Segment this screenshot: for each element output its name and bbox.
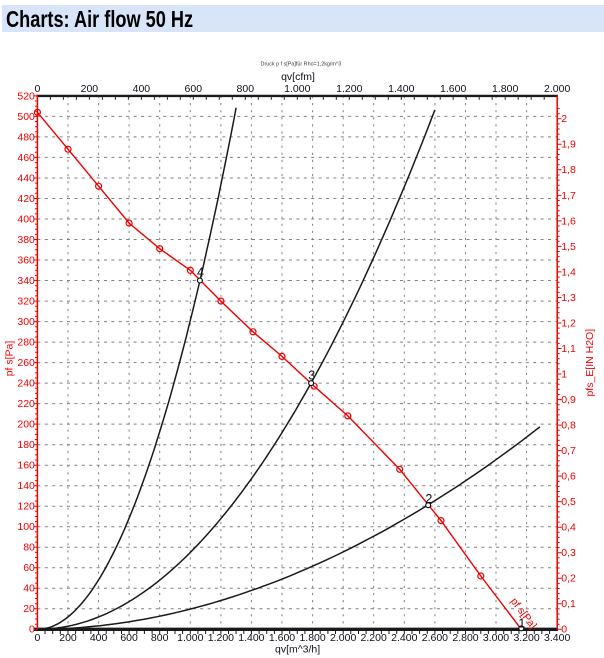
svg-text:3.200: 3.200	[513, 632, 539, 644]
svg-text:pf s[Pa]: pf s[Pa]	[4, 341, 16, 377]
svg-text:1,9: 1,9	[561, 139, 576, 151]
svg-text:180: 180	[17, 439, 35, 451]
svg-text:1,2: 1,2	[561, 317, 576, 329]
svg-text:3: 3	[308, 369, 315, 383]
svg-text:400: 400	[133, 83, 151, 95]
svg-text:460: 460	[17, 152, 35, 164]
svg-text:600: 600	[185, 83, 203, 95]
svg-text:600: 600	[120, 632, 138, 644]
svg-text:800: 800	[237, 83, 255, 95]
svg-text:0,3: 0,3	[561, 547, 576, 559]
svg-text:1.000: 1.000	[284, 83, 310, 95]
svg-text:1.400: 1.400	[238, 632, 264, 644]
svg-text:140: 140	[17, 480, 35, 492]
svg-text:0: 0	[34, 83, 40, 95]
svg-text:1.800: 1.800	[492, 83, 518, 95]
svg-text:4: 4	[197, 266, 204, 280]
svg-text:1: 1	[518, 616, 525, 630]
svg-text:1,1: 1,1	[561, 343, 576, 355]
svg-text:200: 200	[81, 83, 99, 95]
svg-text:380: 380	[17, 234, 35, 246]
svg-text:280: 280	[17, 337, 35, 349]
svg-text:1,3: 1,3	[561, 292, 576, 304]
svg-text:2.400: 2.400	[391, 632, 417, 644]
svg-text:240: 240	[17, 378, 35, 390]
svg-text:400: 400	[90, 632, 108, 644]
svg-text:0,4: 0,4	[561, 522, 576, 534]
svg-text:2.200: 2.200	[361, 632, 387, 644]
svg-text:3.400: 3.400	[544, 632, 570, 644]
svg-text:1.800: 1.800	[299, 632, 325, 644]
svg-text:400: 400	[17, 213, 35, 225]
svg-text:800: 800	[151, 632, 169, 644]
svg-text:qv[cfm]: qv[cfm]	[281, 71, 315, 83]
svg-text:0: 0	[561, 624, 567, 636]
svg-text:200: 200	[59, 632, 77, 644]
svg-text:80: 80	[23, 542, 35, 554]
svg-text:1,4: 1,4	[561, 266, 576, 278]
svg-text:360: 360	[17, 254, 35, 266]
svg-text:300: 300	[17, 316, 35, 328]
svg-text:0,1: 0,1	[561, 598, 576, 610]
svg-text:2.000: 2.000	[330, 632, 356, 644]
svg-text:500: 500	[17, 111, 35, 123]
svg-text:pfs_E[IN H2O]: pfs_E[IN H2O]	[584, 329, 596, 397]
svg-text:1.200: 1.200	[208, 632, 234, 644]
svg-text:480: 480	[17, 131, 35, 143]
svg-text:qv[m^3/h]: qv[m^3/h]	[275, 644, 320, 656]
svg-text:260: 260	[17, 357, 35, 369]
svg-text:0,9: 0,9	[561, 394, 576, 406]
svg-text:440: 440	[17, 172, 35, 184]
svg-text:1.000: 1.000	[177, 632, 203, 644]
svg-text:Druck p f s[Pa]für Rho=1,2kg/m: Druck p f s[Pa]für Rho=1,2kg/m^3	[261, 62, 342, 68]
svg-text:220: 220	[17, 398, 35, 410]
svg-text:2.600: 2.600	[422, 632, 448, 644]
svg-text:520: 520	[17, 90, 35, 102]
svg-text:1.600: 1.600	[440, 83, 466, 95]
svg-text:2: 2	[425, 492, 432, 506]
svg-text:40: 40	[23, 583, 35, 595]
svg-text:1,6: 1,6	[561, 215, 576, 227]
svg-text:340: 340	[17, 275, 35, 287]
svg-text:1,8: 1,8	[561, 164, 576, 176]
svg-text:1: 1	[561, 368, 567, 380]
svg-text:160: 160	[17, 460, 35, 472]
svg-text:1.400: 1.400	[388, 83, 414, 95]
svg-text:0: 0	[34, 632, 40, 644]
svg-text:60: 60	[23, 562, 35, 574]
svg-text:320: 320	[17, 296, 35, 308]
svg-text:2.000: 2.000	[544, 83, 570, 95]
svg-text:1,7: 1,7	[561, 190, 576, 202]
svg-text:100: 100	[17, 521, 35, 533]
svg-text:2: 2	[561, 113, 567, 125]
svg-text:1,5: 1,5	[561, 241, 576, 253]
svg-text:2.800: 2.800	[452, 632, 478, 644]
svg-text:420: 420	[17, 193, 35, 205]
svg-text:200: 200	[17, 419, 35, 431]
svg-text:0,7: 0,7	[561, 445, 576, 457]
svg-text:20: 20	[23, 603, 35, 615]
svg-text:120: 120	[17, 501, 35, 513]
svg-text:0,5: 0,5	[561, 496, 576, 508]
svg-text:0,2: 0,2	[561, 573, 576, 585]
svg-text:0,8: 0,8	[561, 420, 576, 432]
svg-text:0,6: 0,6	[561, 471, 576, 483]
svg-text:1.600: 1.600	[269, 632, 295, 644]
svg-text:0: 0	[29, 624, 35, 636]
svg-text:3.000: 3.000	[483, 632, 509, 644]
svg-text:1.200: 1.200	[336, 83, 362, 95]
